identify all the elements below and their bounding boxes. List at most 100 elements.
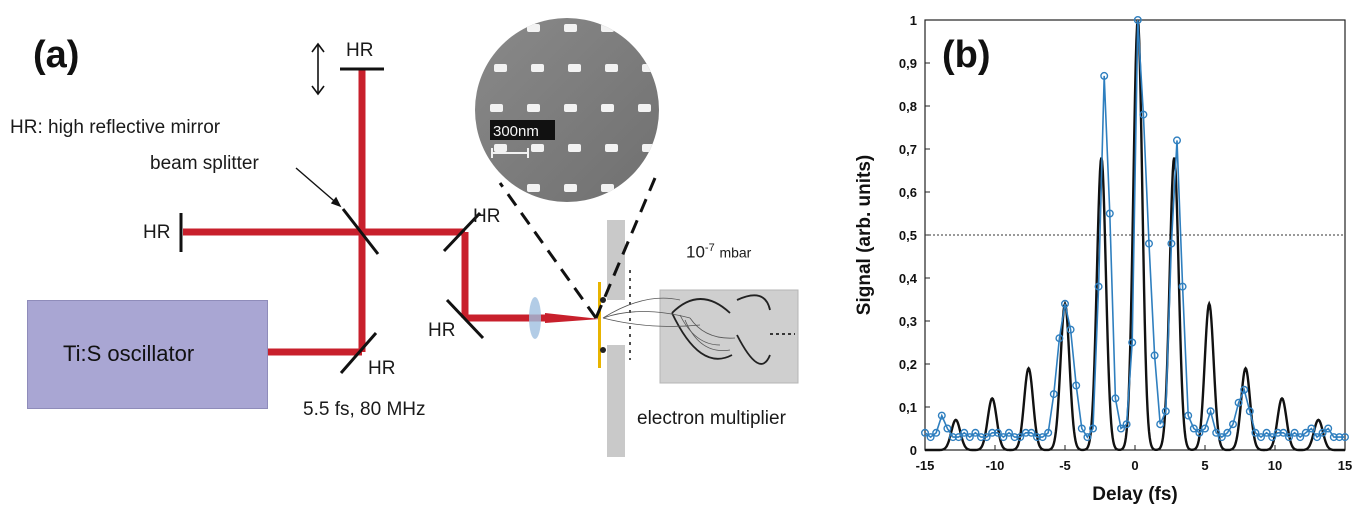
y-tick-label: 0,1 bbox=[899, 400, 917, 415]
optical-setup-diagram: 300nm bbox=[179, 18, 799, 457]
sem-image bbox=[475, 18, 659, 202]
data-point bbox=[926, 433, 935, 442]
nanostructure bbox=[527, 24, 540, 32]
pressure-base: 10 bbox=[686, 242, 705, 262]
pressure-exponent: -7 bbox=[704, 242, 715, 254]
series-measured-line bbox=[924, 19, 1345, 439]
data-point bbox=[1301, 428, 1310, 437]
dynode-curves bbox=[671, 294, 795, 365]
nanostructure bbox=[605, 144, 618, 152]
data-point bbox=[1240, 385, 1249, 394]
data-point bbox=[1044, 428, 1053, 437]
data-point bbox=[1228, 420, 1237, 429]
data-point bbox=[1038, 433, 1047, 442]
data-point bbox=[1200, 424, 1209, 433]
data-point bbox=[1088, 424, 1097, 433]
data-point bbox=[932, 428, 941, 437]
data-point bbox=[1032, 433, 1041, 442]
data-point bbox=[971, 428, 980, 437]
data-point bbox=[1318, 428, 1327, 437]
data-point bbox=[1296, 433, 1305, 442]
data-point bbox=[1212, 428, 1221, 437]
data-point bbox=[1340, 433, 1349, 442]
nanostructure bbox=[527, 104, 540, 112]
data-point bbox=[1066, 325, 1075, 334]
oscillator-label: Ti:S oscillator bbox=[63, 341, 195, 366]
hr-label-top: HR bbox=[346, 40, 374, 61]
data-point bbox=[1094, 282, 1103, 291]
data-point bbox=[1072, 381, 1081, 390]
x-ticks: -15 -10 -5 0 5 10 15 bbox=[916, 445, 1352, 473]
x-tick-label: -10 bbox=[986, 458, 1005, 473]
nanostructure bbox=[601, 104, 614, 112]
data-point bbox=[1105, 209, 1114, 218]
data-point bbox=[1324, 424, 1333, 433]
data-point bbox=[1335, 433, 1344, 442]
data-point bbox=[1268, 433, 1277, 442]
x-tick-label: 10 bbox=[1268, 458, 1282, 473]
data-point bbox=[954, 433, 963, 442]
x-tick-label: 15 bbox=[1338, 458, 1352, 473]
panel-label-a: (a) bbox=[33, 34, 80, 76]
nanostructure bbox=[568, 144, 581, 152]
data-point bbox=[1150, 351, 1159, 360]
data-point bbox=[1262, 428, 1271, 437]
x-tick-label: 0 bbox=[1131, 458, 1138, 473]
data-point bbox=[1021, 428, 1030, 437]
focused-beam bbox=[545, 313, 600, 323]
data-point bbox=[1100, 71, 1109, 80]
data-point bbox=[1184, 411, 1193, 420]
data-point bbox=[1010, 433, 1019, 442]
data-point bbox=[1223, 428, 1232, 437]
sample-holder bbox=[598, 282, 601, 368]
data-point bbox=[999, 433, 1008, 442]
data-point bbox=[1139, 110, 1148, 119]
hr-label-lens-side: HR bbox=[428, 320, 456, 341]
data-point bbox=[937, 411, 946, 420]
hr-legend: HR: high reflective mirror bbox=[10, 117, 221, 138]
pulse-spec-label: 5.5 fs, 80 MHz bbox=[303, 399, 426, 420]
data-point bbox=[1189, 424, 1198, 433]
data-point bbox=[1060, 299, 1069, 308]
data-point bbox=[1128, 338, 1137, 347]
nanostructure bbox=[531, 64, 544, 72]
electron-multiplier-label: electron multiplier bbox=[637, 408, 786, 429]
y-tick-label: 0,3 bbox=[899, 314, 917, 329]
nanostructure bbox=[638, 184, 651, 192]
pressure-unit: mbar bbox=[719, 244, 752, 261]
data-point bbox=[1245, 407, 1254, 416]
electron-multiplier-box bbox=[659, 289, 799, 384]
data-point bbox=[943, 424, 952, 433]
data-point bbox=[960, 428, 969, 437]
data-point bbox=[1005, 428, 1014, 437]
data-point bbox=[1329, 433, 1338, 442]
y-ticks: 0 0,1 0,2 0,3 0,4 0,5 0,6 0,7 0,8 0,9 1 bbox=[899, 13, 930, 458]
data-point bbox=[1016, 433, 1025, 442]
hr-mirror-bottom bbox=[339, 332, 378, 374]
data-point bbox=[1077, 424, 1086, 433]
y-tick-label: 0,5 bbox=[899, 228, 917, 243]
nanostructure bbox=[638, 24, 651, 32]
beam-splitter-label: beam splitter bbox=[150, 153, 259, 174]
laser-beam bbox=[183, 70, 545, 356]
mirrors bbox=[179, 67, 485, 374]
data-point bbox=[1122, 420, 1131, 429]
pressure-label: 10-7 mbar bbox=[686, 242, 751, 263]
data-point bbox=[1195, 428, 1204, 437]
series-measured-markers bbox=[921, 16, 1349, 442]
hr-mirror-upper-right bbox=[442, 211, 482, 253]
plot-frame bbox=[924, 19, 1346, 451]
data-point bbox=[921, 428, 930, 437]
data-point bbox=[1256, 433, 1265, 442]
nanostructure bbox=[642, 144, 655, 152]
focusing-lens bbox=[529, 297, 541, 339]
x-tick-label: -15 bbox=[916, 458, 935, 473]
data-point bbox=[1133, 16, 1142, 25]
data-point bbox=[1144, 239, 1153, 248]
data-point bbox=[977, 433, 986, 442]
series-simulated-line bbox=[925, 19, 1345, 452]
data-point bbox=[1161, 407, 1170, 416]
zoom-lines bbox=[498, 177, 657, 319]
hr-label-right: HR bbox=[473, 206, 501, 227]
data-point bbox=[1217, 433, 1226, 442]
